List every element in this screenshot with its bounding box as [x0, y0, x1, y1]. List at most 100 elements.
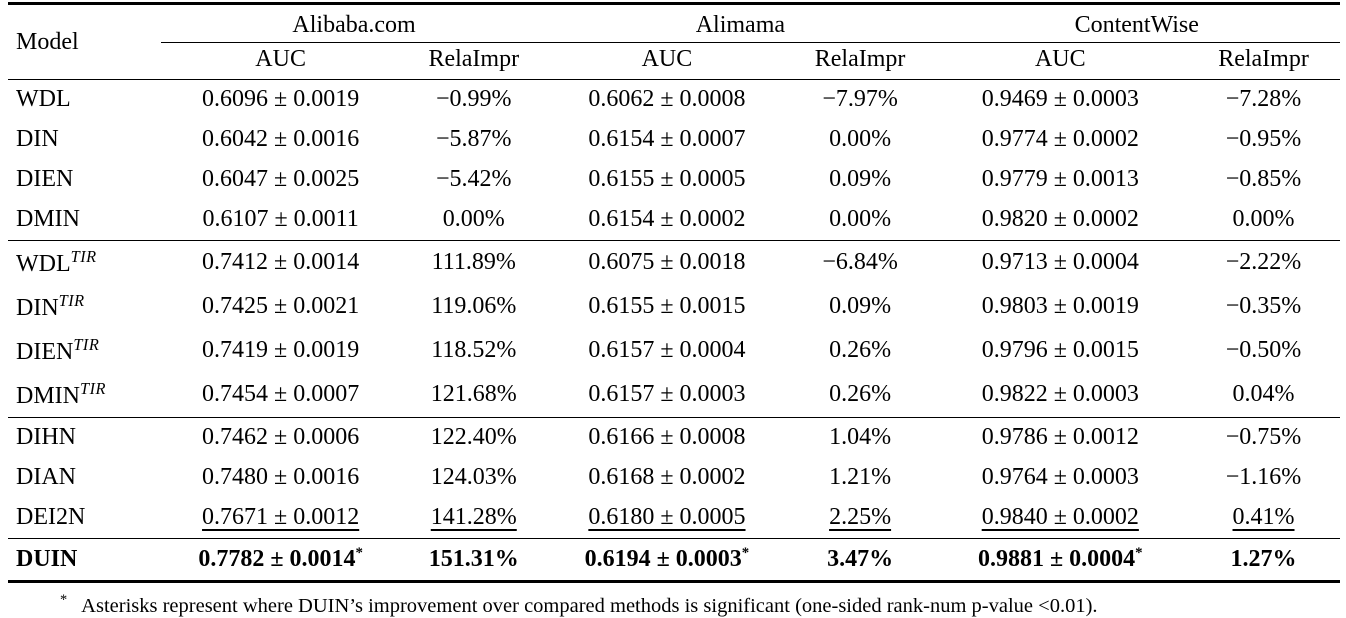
cell-auc: 0.7454 ± 0.0007 [160, 373, 401, 418]
table-row-dmin: DMIN 0.6107 ± 0.0011 0.00% 0.6154 ± 0.00… [8, 200, 1340, 241]
cell-auc: 0.9786 ± 0.0012 [981, 424, 1139, 450]
col-header-relaimpr: RelaImpr [400, 42, 548, 80]
model-name: DIHN [16, 424, 76, 450]
table-row-dien-tir: DIENTIR 0.7419 ± 0.0019 118.52% 0.6157 ±… [8, 329, 1340, 373]
cell-auc: 0.6166 ± 0.0008 [588, 424, 746, 450]
col-header-auc: AUC [547, 42, 787, 80]
cell-auc: 0.9803 ± 0.0019 [981, 293, 1139, 319]
dataset-header-alibaba: Alibaba.com [160, 2, 548, 43]
significance-asterisk: * [1135, 545, 1143, 561]
cell-relaimpr: −0.75% [1225, 424, 1302, 450]
cell-auc: 0.6155 ± 0.0015 [588, 293, 746, 319]
table-row-dei2n: DEI2N 0.7671 ± 0.0012 141.28% 0.6180 ± 0… [8, 498, 1340, 539]
cell-relaimpr: 118.52% [431, 337, 517, 363]
cell-auc: 0.7425 ± 0.0021 [202, 293, 360, 319]
dataset-header-alimama: Alimama [547, 2, 934, 43]
cell-auc: 0.9881 ± 0.0004* [933, 538, 1188, 583]
tir-superscript: TIR [73, 335, 100, 354]
tir-superscript: TIR [58, 291, 85, 310]
cell-auc: 0.6194 ± 0.0003* [547, 538, 787, 583]
cell-relaimpr: 0.09% [829, 293, 892, 319]
model-name: WDLTIR [16, 247, 97, 277]
tir-superscript: TIR [70, 247, 97, 266]
table-row-wdl-tir: WDLTIR 0.7412 ± 0.0014 111.89% 0.6075 ± … [8, 241, 1340, 286]
cell-relaimpr: −0.85% [1225, 166, 1302, 192]
cell-relaimpr: 1.27% [1187, 538, 1340, 583]
cell-auc: 0.7462 ± 0.0006 [202, 424, 360, 450]
cell-auc: 0.6042 ± 0.0016 [202, 126, 360, 152]
col-header-relaimpr: RelaImpr [786, 42, 934, 80]
cell-auc: 0.9779 ± 0.0013 [981, 166, 1139, 192]
cell-auc: 0.6154 ± 0.0007 [588, 126, 746, 152]
cell-auc: 0.6062 ± 0.0008 [588, 86, 746, 112]
cell-relaimpr: −0.35% [1225, 293, 1302, 319]
table-row-dmin-tir: DMINTIR 0.7454 ± 0.0007 121.68% 0.6157 ±… [8, 373, 1340, 418]
cell-relaimpr: 0.26% [786, 373, 934, 418]
cell-relaimpr: 0.09% [829, 166, 892, 192]
cell-relaimpr: 111.89% [431, 249, 516, 275]
footnote: * Asterisks represent where DUIN’s improv… [8, 592, 1340, 618]
cell-auc: 0.9822 ± 0.0003 [933, 373, 1188, 418]
cell-relaimpr: −7.28% [1225, 86, 1302, 112]
cell-auc: 0.9840 ± 0.0002 [933, 498, 1188, 539]
cell-auc: 0.6096 ± 0.0019 [202, 86, 360, 112]
cell-auc: 0.7480 ± 0.0016 [202, 464, 360, 490]
footnote-marker: * [60, 592, 68, 608]
significance-asterisk: * [741, 545, 750, 561]
cell-relaimpr: −1.16% [1225, 464, 1302, 490]
table-row-wdl: WDL 0.6096 ± 0.0019 −0.99% 0.6062 ± 0.00… [8, 80, 1340, 121]
model-name: DIN [16, 126, 59, 152]
model-name: DEI2N [8, 498, 161, 539]
model-name: DIEN [16, 166, 74, 192]
cell-auc: 0.6107 ± 0.0011 [160, 200, 401, 241]
cell-auc: 0.6180 ± 0.0005 [547, 498, 787, 539]
cell-relaimpr: 0.26% [829, 337, 892, 363]
cell-auc: 0.7419 ± 0.0019 [202, 337, 360, 363]
cell-relaimpr: −0.95% [1225, 126, 1302, 152]
cell-auc: 0.6155 ± 0.0005 [588, 166, 746, 192]
col-header-auc: AUC [160, 42, 401, 80]
model-name: DUIN [8, 538, 161, 583]
cell-auc: 0.6047 ± 0.0025 [202, 166, 360, 192]
group-header-row: Model Alibaba.com Alimama ContentWise [8, 2, 1340, 80]
table-row-din-tir: DINTIR 0.7425 ± 0.0021 119.06% 0.6155 ± … [8, 285, 1340, 329]
table-row-dien: DIEN 0.6047 ± 0.0025 −5.42% 0.6155 ± 0.0… [8, 160, 1340, 200]
model-name: DIENTIR [16, 335, 100, 365]
cell-auc: 0.6075 ± 0.0018 [588, 249, 746, 275]
results-table: Model Alibaba.com Alimama ContentWise AU… [8, 2, 1340, 583]
table-row-dian: DIAN 0.7480 ± 0.0016 124.03% 0.6168 ± 0.… [8, 458, 1340, 498]
sub-header-row: AUC RelaImpr AUC RelaImpr AUC RelaImpr [8, 42, 1340, 80]
model-name: DMINTIR [8, 373, 161, 418]
cell-relaimpr: 0.04% [1187, 373, 1340, 418]
cell-auc: 0.6168 ± 0.0002 [588, 464, 746, 490]
cell-relaimpr: 124.03% [430, 464, 517, 490]
cell-relaimpr: 122.40% [430, 424, 517, 450]
cell-auc: 0.7412 ± 0.0014 [202, 249, 360, 275]
cell-relaimpr: −6.84% [822, 249, 898, 275]
cell-relaimpr: −0.50% [1225, 337, 1302, 363]
table-row-din: DIN 0.6042 ± 0.0016 −5.87% 0.6154 ± 0.00… [8, 120, 1340, 160]
cell-relaimpr: 119.06% [431, 293, 517, 319]
cell-auc: 0.9713 ± 0.0004 [981, 249, 1139, 275]
cell-relaimpr: 1.21% [829, 464, 892, 490]
cell-relaimpr: 0.00% [400, 200, 548, 241]
table-row-duin: DUIN 0.7782 ± 0.0014* 151.31% 0.6194 ± 0… [8, 538, 1340, 583]
cell-relaimpr: 0.41% [1187, 498, 1340, 539]
cell-auc: 0.9774 ± 0.0002 [981, 126, 1139, 152]
model-name: DINTIR [16, 291, 85, 321]
cell-auc: 0.9764 ± 0.0003 [981, 464, 1139, 490]
col-header-relaimpr: RelaImpr [1187, 42, 1340, 80]
cell-auc: 0.6157 ± 0.0004 [588, 337, 746, 363]
cell-relaimpr: 0.00% [786, 200, 934, 241]
table-row-dihn: DIHN 0.7462 ± 0.0006 122.40% 0.6166 ± 0.… [8, 418, 1340, 459]
cell-relaimpr: −0.99% [436, 86, 512, 112]
footnote-text: Asterisks represent where DUIN’s improve… [81, 594, 1098, 617]
cell-relaimpr: 0.00% [829, 126, 892, 152]
cell-relaimpr: −2.22% [1225, 249, 1302, 275]
cell-relaimpr: 0.00% [1187, 200, 1340, 241]
cell-auc: 0.7671 ± 0.0012 [160, 498, 401, 539]
dataset-header-contentwise: ContentWise [933, 2, 1340, 43]
model-name: WDL [16, 86, 71, 112]
cell-auc: 0.7782 ± 0.0014* [160, 538, 401, 583]
cell-auc: 0.6157 ± 0.0003 [547, 373, 787, 418]
